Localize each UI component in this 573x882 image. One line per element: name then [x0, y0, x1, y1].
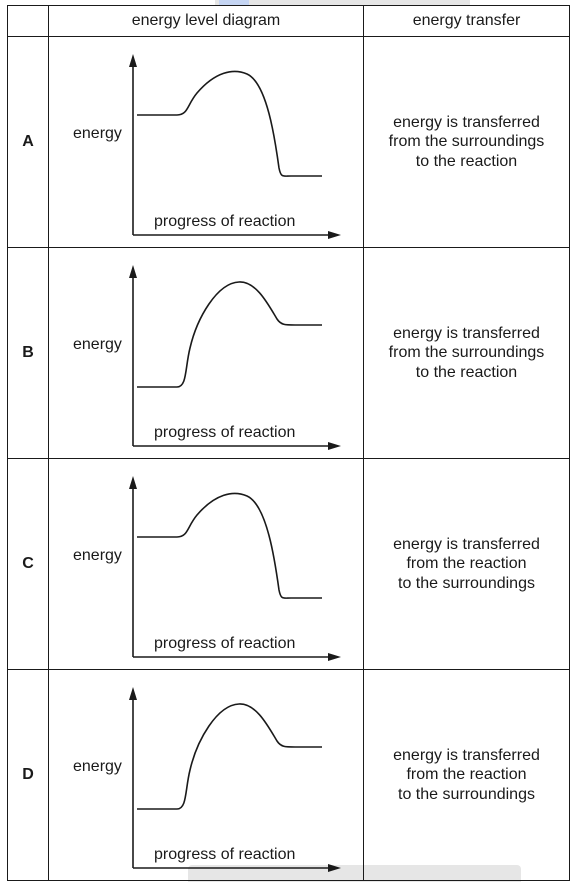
table-row-a: A energy progress of reaction energy is … [7, 36, 570, 248]
y-axis-arrowhead [129, 476, 137, 489]
transfer-cell: energy is transferred from the reaction … [363, 458, 570, 670]
energy-level-diagram: energy progress of reaction [73, 54, 341, 239]
energy-level-diagram: energy progress of reaction [73, 687, 341, 872]
energy-curve [137, 281, 322, 388]
x-axis-label: progress of reaction [154, 846, 295, 863]
x-axis-arrowhead [328, 653, 341, 661]
transfer-line: to the surroundings [398, 574, 535, 592]
y-axis-arrowhead [129, 687, 137, 700]
y-axis-label: energy [73, 758, 122, 775]
row-letter: A [7, 36, 49, 248]
header-empty-cell [7, 5, 49, 37]
transfer-line: to the surroundings [398, 785, 535, 803]
y-axis-label: energy [73, 125, 122, 142]
table-row-b: B energy progress of reaction energy is … [7, 247, 570, 459]
table-row-d: D energy progress of reaction energy is … [7, 669, 570, 881]
diagram-cell: energy progress of reaction [48, 458, 364, 670]
transfer-line: from the surroundings [388, 344, 545, 362]
energy-curve [137, 492, 322, 599]
transfer-line: to the reaction [415, 152, 518, 170]
transfer-line: to the reaction [415, 363, 518, 381]
transfer-cell: energy is transferred from the surroundi… [363, 36, 570, 248]
y-axis-label: energy [73, 547, 122, 564]
transfer-line: from the surroundings [388, 133, 545, 151]
y-axis-arrowhead [129, 54, 137, 67]
energy-curve [137, 703, 322, 810]
transfer-line: from the reaction [406, 766, 527, 784]
header-transfer: energy transfer [363, 5, 570, 37]
header-diagram: energy level diagram [48, 5, 364, 37]
energy-diagram-table: energy level diagram energy transfer A e… [7, 5, 570, 881]
y-axis-arrowhead [129, 265, 137, 278]
y-axis-label: energy [73, 336, 122, 353]
transfer-line: energy is transferred [393, 324, 540, 342]
diagram-cell: energy progress of reaction [48, 247, 364, 459]
x-axis-arrowhead [328, 442, 341, 450]
energy-level-diagram: energy progress of reaction [73, 476, 341, 661]
row-letter: B [7, 247, 49, 459]
transfer-line: energy is transferred [393, 746, 540, 764]
table-header-row: energy level diagram energy transfer [7, 5, 570, 37]
row-letter: D [7, 669, 49, 881]
energy-level-diagram: energy progress of reaction [73, 265, 341, 450]
diagram-cell: energy progress of reaction [48, 669, 364, 881]
table-row-c: C energy progress of reaction energy is … [7, 458, 570, 670]
transfer-line: energy is transferred [393, 113, 540, 131]
transfer-line: from the reaction [406, 555, 527, 573]
diagram-cell: energy progress of reaction [48, 36, 364, 248]
x-axis-label: progress of reaction [154, 635, 295, 652]
transfer-cell: energy is transferred from the surroundi… [363, 247, 570, 459]
transfer-cell: energy is transferred from the reaction … [363, 669, 570, 881]
x-axis-arrowhead [328, 864, 341, 872]
energy-curve [137, 70, 322, 177]
row-letter: C [7, 458, 49, 670]
transfer-line: energy is transferred [393, 535, 540, 553]
x-axis-label: progress of reaction [154, 424, 295, 441]
x-axis-label: progress of reaction [154, 213, 295, 230]
x-axis-arrowhead [328, 231, 341, 239]
